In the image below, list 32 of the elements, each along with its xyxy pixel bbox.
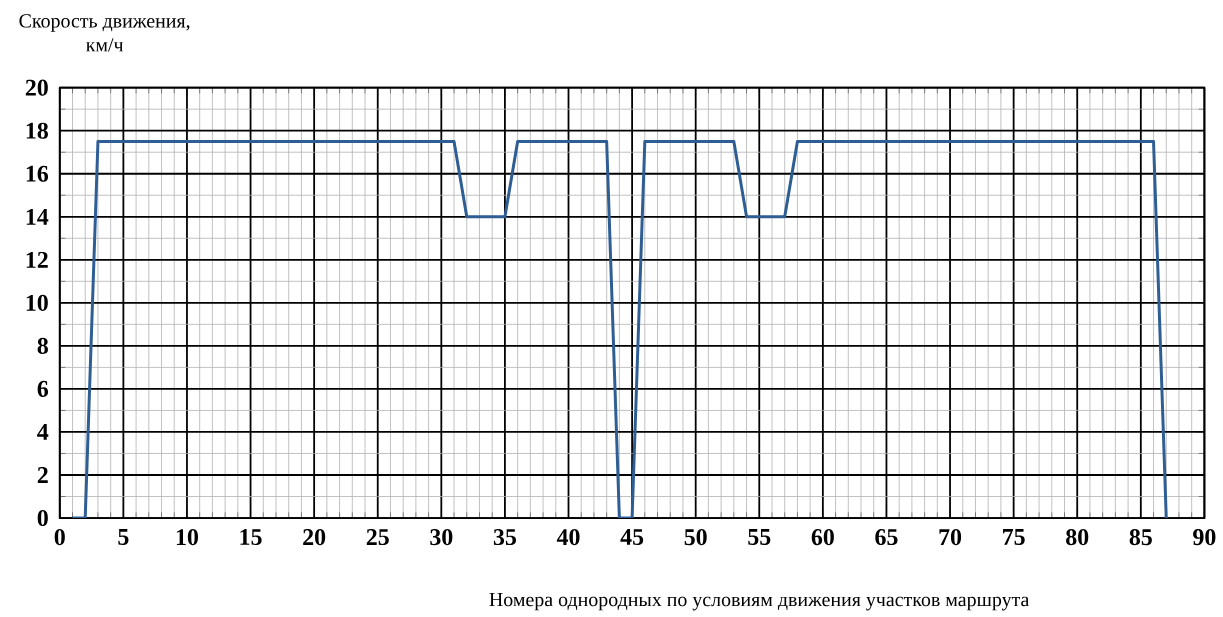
y-tick-label: 8 xyxy=(37,337,48,354)
y-tick-label: 16 xyxy=(26,165,49,182)
x-tick-label: 70 xyxy=(939,529,962,546)
x-tick-label: 5 xyxy=(118,529,129,545)
y-tick-label: 2 xyxy=(37,467,48,483)
x-tick-label: 85 xyxy=(1129,529,1152,546)
x-tick-label: 90 xyxy=(1193,529,1216,546)
x-tick-label: 20 xyxy=(303,529,326,546)
x-tick-label: 60 xyxy=(811,529,834,546)
y-tick-label: 10 xyxy=(26,294,48,311)
y-tick-label: 18 xyxy=(26,122,48,139)
y-tick-label: 20 xyxy=(25,79,48,96)
y-tick-label: 12 xyxy=(26,251,48,268)
x-tick-label: 45 xyxy=(620,529,644,545)
x-tick-label: 65 xyxy=(875,529,898,546)
x-tick-label: 80 xyxy=(1066,529,1089,546)
x-tick-label: 25 xyxy=(366,529,389,546)
x-tick-label: 50 xyxy=(684,529,707,546)
x-tick-label: 40 xyxy=(556,529,580,546)
x-tick-label: 15 xyxy=(240,529,262,546)
x-tick-label: 0 xyxy=(54,529,65,546)
y-tick-label: 4 xyxy=(37,424,49,440)
y-tick-label: 6 xyxy=(37,380,49,397)
y-axis-title: Скорость движения, км/ч xyxy=(19,14,190,52)
x-tick-label: 55 xyxy=(748,529,771,545)
y-tick-label: 14 xyxy=(26,208,49,225)
x-axis-title: Номера однородных по условиям движения участков маршрута xyxy=(489,593,1030,611)
x-tick-label: 35 xyxy=(493,529,516,546)
x-tick-label: 75 xyxy=(1003,529,1025,545)
y-tick-label: 0 xyxy=(37,509,48,527)
x-tick-label: 10 xyxy=(176,529,198,546)
x-tick-label: 30 xyxy=(430,529,453,546)
